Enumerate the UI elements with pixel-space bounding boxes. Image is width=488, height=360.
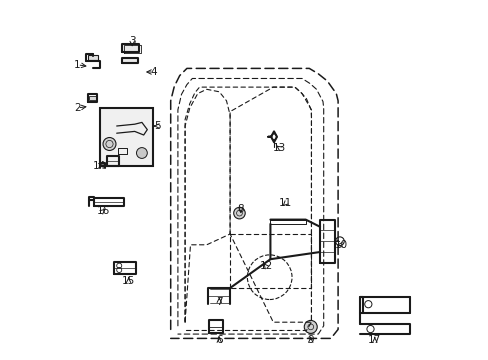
Text: 10: 10 [334,240,347,250]
Text: 1: 1 [74,60,81,70]
Text: 8: 8 [237,204,244,214]
Text: 17: 17 [367,335,381,345]
Text: 5: 5 [154,121,161,131]
Text: 14: 14 [92,161,105,171]
Text: 4: 4 [150,67,157,77]
Text: 11: 11 [278,198,291,208]
Text: 3: 3 [129,36,135,46]
FancyBboxPatch shape [89,96,96,100]
Text: 9: 9 [307,335,313,345]
FancyBboxPatch shape [100,108,153,166]
Text: 7: 7 [216,297,222,307]
Circle shape [233,207,244,219]
Text: 16: 16 [97,206,110,216]
Circle shape [304,320,317,333]
Text: 15: 15 [122,276,135,286]
Text: 6: 6 [216,335,222,345]
Text: 2: 2 [74,103,81,113]
Text: 12: 12 [259,261,272,271]
Text: 13: 13 [272,143,285,153]
Circle shape [103,138,116,150]
Circle shape [136,148,147,158]
FancyBboxPatch shape [87,55,98,60]
